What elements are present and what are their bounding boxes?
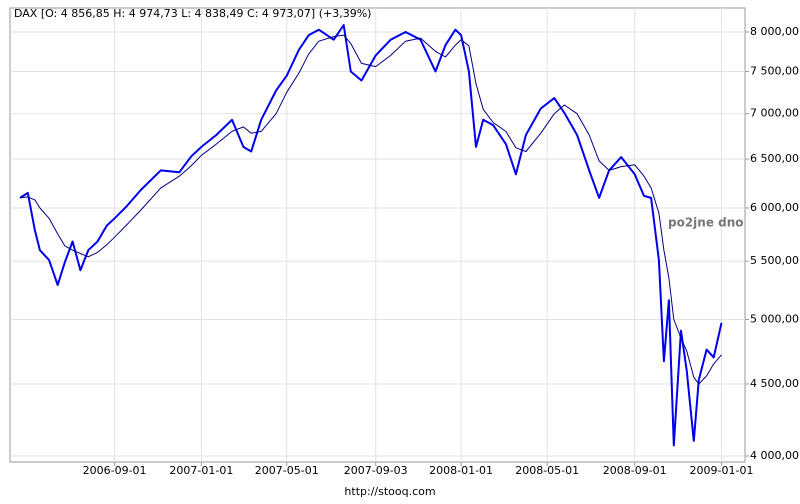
x-tick-label: 2007-05-01	[255, 464, 319, 477]
y-tick-label: 6 500,00	[750, 152, 799, 165]
x-tick-label: 2007-01-01	[169, 464, 233, 477]
price-line	[19, 24, 723, 447]
annotation: po2jne dno	[668, 216, 744, 230]
lines	[19, 24, 723, 447]
chart-title: DAX [O: 4 856,85 H: 4 974,73 L: 4 838,49…	[14, 7, 371, 20]
y-tick-label: 4 000,00	[750, 449, 799, 462]
y-tick-label: 5 500,00	[750, 254, 799, 267]
y-tick-label: 6 000,00	[750, 201, 799, 214]
price-line	[19, 34, 722, 385]
x-tick-label: 2008-01-01	[429, 464, 493, 477]
y-tick-label: 4 500,00	[750, 377, 799, 390]
x-tick-label: 2009-01-01	[690, 464, 754, 477]
grid	[10, 8, 745, 462]
footer: http://stooq.com	[344, 485, 435, 498]
y-tick-label: 5 000,00	[750, 313, 799, 326]
y-tick-label: 8 000,00	[750, 25, 799, 38]
y-tick-label: 7 500,00	[750, 64, 799, 77]
x-tick-label: 2008-05-01	[515, 464, 579, 477]
plot-frame	[9, 7, 746, 463]
x-tick-label: 2008-09-01	[603, 464, 667, 477]
y-tick-label: 7 000,00	[750, 107, 799, 120]
x-tick-label: 2007-09-03	[344, 464, 408, 477]
x-tick-label: 2006-09-01	[83, 464, 147, 477]
